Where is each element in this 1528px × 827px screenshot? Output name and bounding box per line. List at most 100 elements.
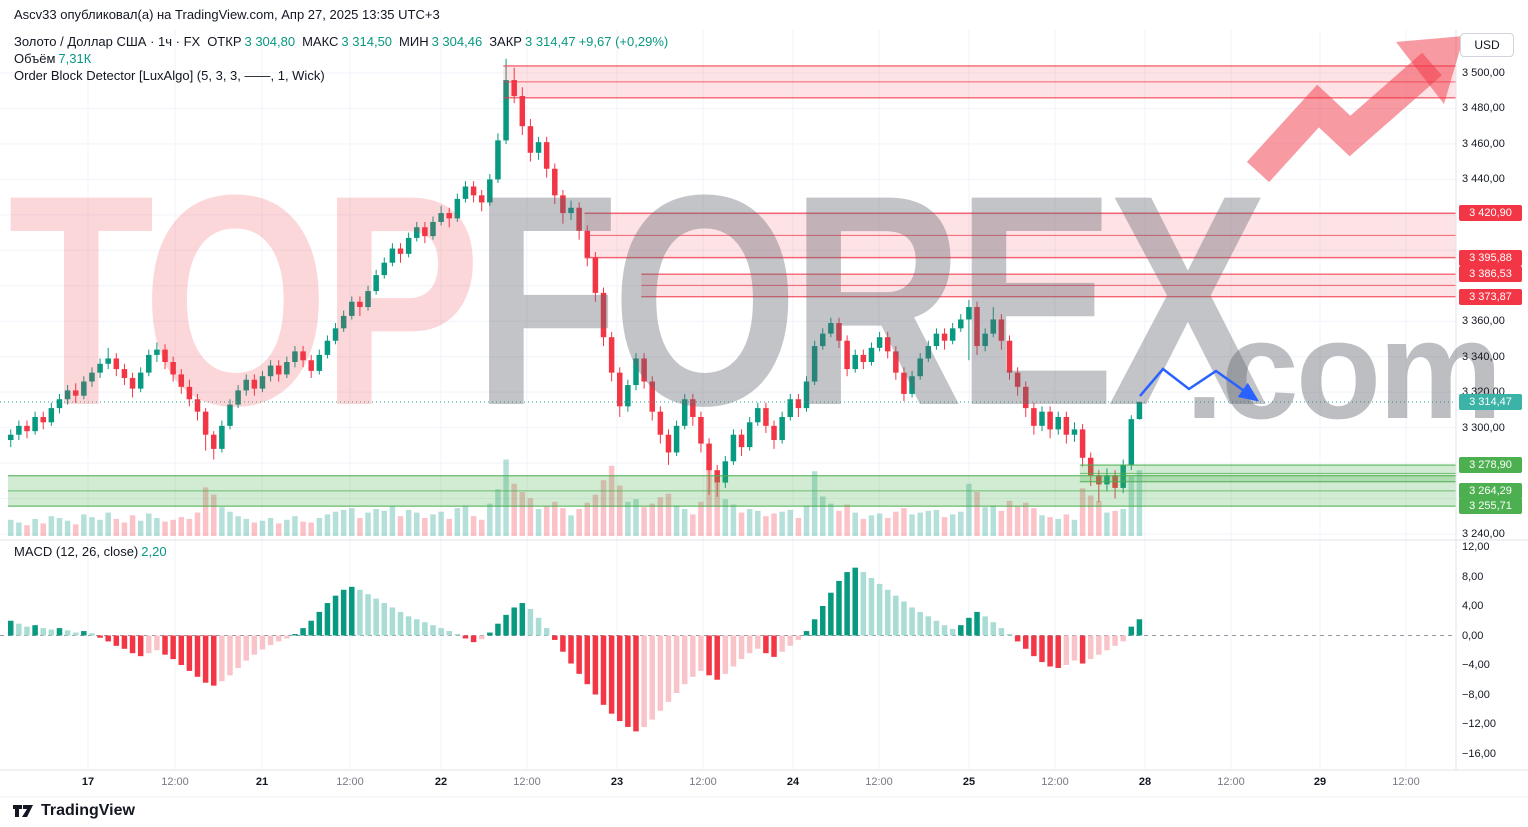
ohlc-low-value: 3 304,46 bbox=[431, 34, 483, 49]
volume-bar bbox=[966, 483, 972, 536]
volume-bar bbox=[438, 511, 444, 536]
macd-bar bbox=[81, 631, 87, 636]
candle-body bbox=[681, 399, 688, 426]
macd-bar bbox=[1023, 635, 1029, 649]
macd-bar bbox=[397, 611, 404, 636]
candle-body bbox=[641, 358, 647, 382]
candle-body bbox=[1055, 416, 1061, 430]
macd-bar bbox=[113, 635, 120, 646]
macd-bar bbox=[641, 635, 647, 727]
volume-bar bbox=[958, 511, 964, 536]
macd-bar bbox=[1104, 635, 1110, 651]
macd-bar bbox=[316, 611, 323, 636]
volume-bar bbox=[1120, 509, 1126, 536]
volume-bar bbox=[211, 494, 217, 536]
macd-title[interactable]: MACD (12, 26, close) bbox=[14, 544, 139, 559]
macd-bar bbox=[941, 625, 948, 636]
macd-bar bbox=[519, 603, 526, 636]
volume-bar bbox=[828, 503, 834, 536]
macd-bar bbox=[503, 614, 509, 636]
symbol-title[interactable]: Золото / Доллар США · 1ч · FX bbox=[14, 34, 201, 49]
volume-bar bbox=[422, 518, 428, 536]
volume-bar bbox=[738, 512, 745, 536]
legend-row-volume: Объём 7,31К bbox=[14, 50, 668, 67]
candle-body bbox=[673, 425, 680, 453]
candle-body bbox=[251, 379, 258, 389]
macd-bar bbox=[1063, 635, 1070, 665]
candle-body bbox=[202, 411, 209, 435]
candle-body bbox=[779, 416, 785, 441]
volume-bar bbox=[681, 509, 688, 536]
macd-bar bbox=[462, 635, 469, 639]
macd-bar bbox=[162, 635, 168, 655]
tradingview-logo-icon[interactable] bbox=[12, 800, 34, 822]
volume-bar bbox=[324, 514, 331, 536]
candle-body bbox=[397, 248, 404, 254]
macd-bar bbox=[373, 598, 379, 636]
volume-bar bbox=[625, 501, 631, 536]
macd-bar bbox=[755, 635, 761, 649]
volume-bar bbox=[868, 515, 875, 536]
candle-body bbox=[584, 230, 591, 258]
volume-bar bbox=[8, 519, 14, 536]
candle-body bbox=[535, 142, 542, 153]
candle-body bbox=[698, 416, 704, 444]
macd-bar bbox=[194, 635, 201, 677]
volume-bar bbox=[909, 514, 915, 536]
volume-bar bbox=[284, 519, 290, 536]
volume-bar bbox=[722, 499, 729, 536]
candle-body bbox=[259, 376, 266, 389]
ohlc-close-value: 3 314,47 bbox=[524, 34, 576, 49]
volume-label: Объём bbox=[14, 51, 56, 66]
candle-body bbox=[803, 381, 810, 409]
currency-toggle[interactable]: USD bbox=[1460, 33, 1514, 57]
candle-body bbox=[162, 349, 168, 363]
candle-body bbox=[1096, 475, 1102, 485]
volume-bar bbox=[552, 501, 558, 536]
candle-body bbox=[893, 351, 899, 373]
candle-body bbox=[665, 434, 672, 453]
volume-bar bbox=[576, 509, 582, 536]
volume-bar bbox=[592, 494, 599, 536]
volume-bar bbox=[373, 509, 379, 536]
macd-bar bbox=[844, 572, 850, 636]
candle-body bbox=[430, 221, 436, 237]
macd-bar bbox=[146, 635, 152, 654]
macd-bar bbox=[470, 635, 477, 643]
volume-bar bbox=[503, 459, 509, 536]
tradingview-brand-text[interactable]: TradingView bbox=[41, 802, 135, 819]
ohlc-close-label: ЗАКР bbox=[489, 34, 522, 49]
volume-bar bbox=[316, 518, 323, 536]
candle-body bbox=[487, 179, 493, 203]
volume-bar bbox=[292, 516, 298, 536]
macd-bar bbox=[633, 635, 639, 732]
volume-bar bbox=[243, 518, 249, 536]
candle-body bbox=[438, 213, 444, 222]
candle-body bbox=[982, 333, 988, 347]
candle-body bbox=[349, 301, 355, 316]
candle-body bbox=[690, 399, 696, 417]
macd-bar bbox=[24, 626, 30, 636]
indicator-title[interactable]: Order Block Detector [LuxAlgo] (5, 3, 3,… bbox=[14, 68, 325, 83]
candle-body bbox=[137, 372, 144, 389]
macd-bar bbox=[868, 577, 875, 636]
volume-bar bbox=[194, 512, 201, 536]
macd-bar bbox=[617, 635, 623, 722]
candle-body bbox=[146, 354, 152, 373]
macd-bar bbox=[860, 572, 867, 636]
candle-body bbox=[129, 377, 136, 389]
candle-body bbox=[771, 425, 777, 441]
volume-bar bbox=[543, 506, 550, 536]
volume-bar bbox=[365, 512, 371, 536]
volume-bar bbox=[1023, 502, 1029, 536]
volume-bar bbox=[990, 505, 997, 536]
volume-bar bbox=[771, 513, 777, 536]
candle-body bbox=[568, 207, 574, 214]
candle-body bbox=[64, 390, 71, 400]
volume-bar bbox=[641, 507, 647, 536]
volume-bar bbox=[998, 510, 1005, 536]
volume-bar bbox=[763, 516, 769, 536]
volume-bar bbox=[235, 516, 241, 536]
volume-layer bbox=[8, 459, 1143, 536]
